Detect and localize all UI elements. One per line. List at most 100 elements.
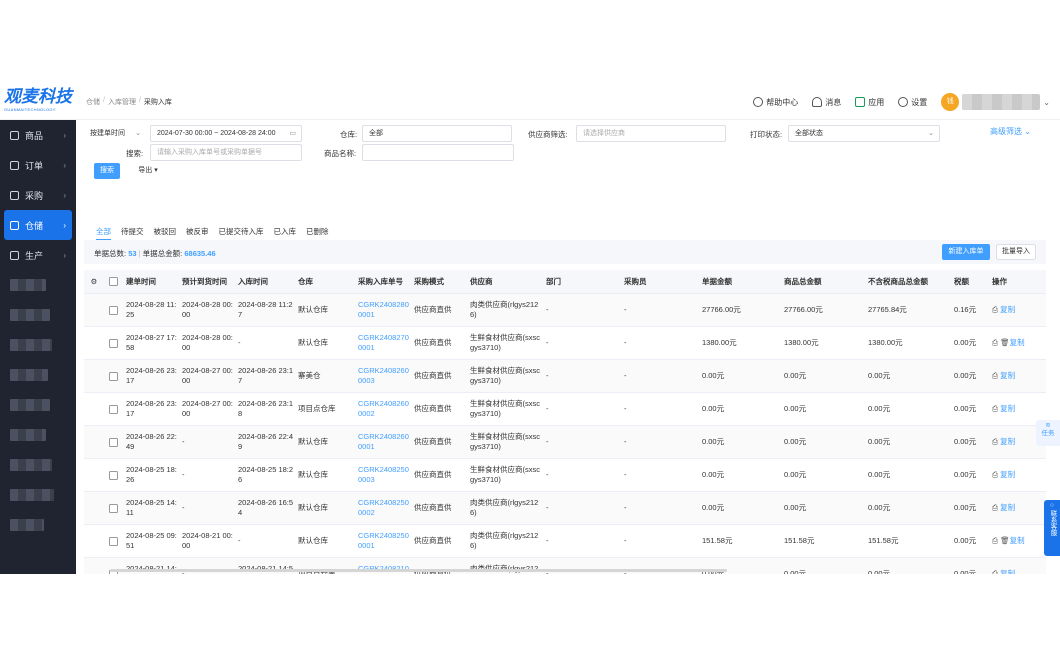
row-checkbox[interactable] [104,305,122,315]
apps-button[interactable]: 应用 [855,97,884,108]
print-icon[interactable]: ⎙ [992,536,1001,545]
sidebar-item-orders[interactable]: 订单 › [0,150,76,180]
tab-reverse-reviewed[interactable]: 被反审 [186,227,209,236]
sidebar-item-redacted[interactable] [0,300,76,330]
column-header[interactable]: 入库时间 [238,276,268,286]
row-checkbox[interactable] [104,536,122,546]
tab-deleted[interactable]: 已删除 [306,227,329,236]
brand-logo[interactable]: 观麦科技 GUANMAITECHNOLOGY [4,88,76,116]
print-icon[interactable]: ⎙ [992,404,1001,413]
inbound-table: ⚙ 建单时间 预计到货时间 入库时间 仓库 采购入库单号 采购模式 供应商 部门… [84,270,1046,574]
product-name-input[interactable] [362,144,514,161]
row-checkbox[interactable] [104,503,122,513]
print-icon[interactable]: ⎙ [992,569,1001,574]
sidebar-item-redacted[interactable] [0,510,76,540]
contact-support-button[interactable]: ○ 联系客服 [1044,500,1060,556]
batch-import-button[interactable]: 批量导入 [996,244,1036,260]
row-checkbox[interactable] [104,338,122,348]
print-icon[interactable]: ⎙ [992,305,1001,314]
copy-link[interactable]: 复制 [1000,371,1016,380]
task-panel-button[interactable]: ≋ 任务 [1036,420,1060,446]
column-header[interactable]: 商品总金额 [784,276,822,286]
sidebar-item-purchase[interactable]: 采购 › [0,180,76,210]
warehouse-select[interactable]: 全部 [362,125,512,142]
settings-button[interactable]: 设置 [898,97,927,108]
copy-link[interactable]: 复制 [1009,338,1025,347]
inbound-number-link[interactable]: CGRK24082500001 [358,531,409,550]
horizontal-scrollbar[interactable] [110,569,727,572]
print-icon[interactable]: ⎙ [992,338,1001,347]
copy-link[interactable]: 复制 [1000,569,1016,574]
column-header[interactable]: 建单时间 [126,276,156,286]
print-icon[interactable]: ⎙ [992,371,1001,380]
copy-link[interactable]: 复制 [1000,470,1016,479]
sidebar-item-warehouse[interactable]: 仓储 › [4,210,72,240]
select-all-checkbox[interactable] [104,277,122,286]
column-header[interactable]: 不含税商品总金额 [868,276,928,286]
tab-all[interactable]: 全部 [96,226,111,240]
redacted-label [10,309,50,321]
row-checkbox[interactable] [104,404,122,414]
chat-icon: ○ [1050,502,1054,509]
breadcrumb-item[interactable]: 入库管理 [107,99,136,106]
print-icon[interactable]: ⎙ [992,437,1001,446]
sidebar-item-redacted[interactable] [0,390,76,420]
column-header[interactable]: 单据金额 [702,276,732,286]
tab-stocked-in[interactable]: 已入库 [273,227,297,236]
factory-icon [10,250,19,260]
help-center-button[interactable]: 帮助中心 [753,97,798,108]
export-button[interactable]: 导出 ▾ [130,163,166,179]
print-icon[interactable]: ⎙ [992,470,1001,479]
column-header[interactable]: 税额 [954,276,969,286]
tab-submitted-pending-stock[interactable]: 已提交待入库 [218,227,264,236]
tab-pending-submit[interactable]: 待提交 [121,227,144,236]
inbound-number-link[interactable]: CGRK24082100002 [354,564,410,574]
sidebar-item-redacted[interactable] [0,330,76,360]
delete-icon[interactable]: 🗑 [1000,338,1010,347]
column-header[interactable]: 采购入库单号 [358,276,403,286]
column-header[interactable]: 采购模式 [414,276,444,286]
column-settings-icon[interactable]: ⚙ [90,276,98,286]
breadcrumb-item[interactable]: 仓储 [86,99,100,106]
print-status-select[interactable]: 全部状态 ⌄ [788,125,940,142]
column-header[interactable]: 供应商 [470,276,493,286]
column-header[interactable]: 仓库 [298,276,313,286]
date-type-select[interactable]: 按建单时间 ⌄ [90,126,146,143]
sidebar-item-redacted[interactable] [0,420,76,450]
search-input[interactable]: 请输入采购入库单号或采购单据号 [150,144,302,161]
copy-link[interactable]: 复制 [1000,305,1016,314]
supplier-select[interactable]: 请选择供应商 [576,125,726,142]
inbound-number-link[interactable]: CGRK24082800001 [358,300,409,319]
sidebar-item-products[interactable]: 商品 › [0,120,76,150]
column-header[interactable]: 预计到货时间 [182,276,227,286]
row-checkbox[interactable] [104,371,122,381]
sidebar-item-redacted[interactable] [0,450,76,480]
new-inbound-button[interactable]: 新建入库单 [942,244,990,260]
delete-icon[interactable]: 🗑 [1000,536,1010,545]
messages-button[interactable]: 消息 [812,97,841,108]
tab-rejected[interactable]: 被驳回 [153,227,177,236]
sidebar-item-production[interactable]: 生产 › [0,240,76,270]
column-header[interactable]: 部门 [546,276,561,286]
user-menu[interactable]: 钱 ⌄ [941,93,1050,111]
sidebar-item-redacted[interactable] [0,270,76,300]
row-checkbox[interactable] [104,437,122,447]
print-icon[interactable]: ⎙ [992,503,1001,512]
inbound-number-link[interactable]: CGRK24082600001 [358,432,409,451]
column-header[interactable]: 采购员 [624,276,647,286]
inbound-number-link[interactable]: CGRK24082600003 [358,366,409,385]
row-checkbox[interactable] [104,470,122,480]
copy-link[interactable]: 复制 [1000,503,1016,512]
search-button[interactable]: 搜索 [94,163,120,179]
copy-link[interactable]: 复制 [1000,437,1016,446]
copy-link[interactable]: 复制 [1000,404,1016,413]
inbound-number-link[interactable]: CGRK24082600002 [358,399,409,418]
sidebar-item-redacted[interactable] [0,480,76,510]
date-range-picker[interactable]: 2024-07-30 00:00 ~ 2024-08-28 24:00 ▭ [150,125,302,142]
inbound-number-link[interactable]: CGRK24082700001 [358,333,409,352]
inbound-number-link[interactable]: CGRK24082500003 [358,465,409,484]
inbound-number-link[interactable]: CGRK24082500002 [358,498,409,517]
copy-link[interactable]: 复制 [1009,536,1025,545]
advanced-filter-toggle[interactable]: 高级筛选 ⌄ [990,126,1031,137]
sidebar-item-redacted[interactable] [0,360,76,390]
